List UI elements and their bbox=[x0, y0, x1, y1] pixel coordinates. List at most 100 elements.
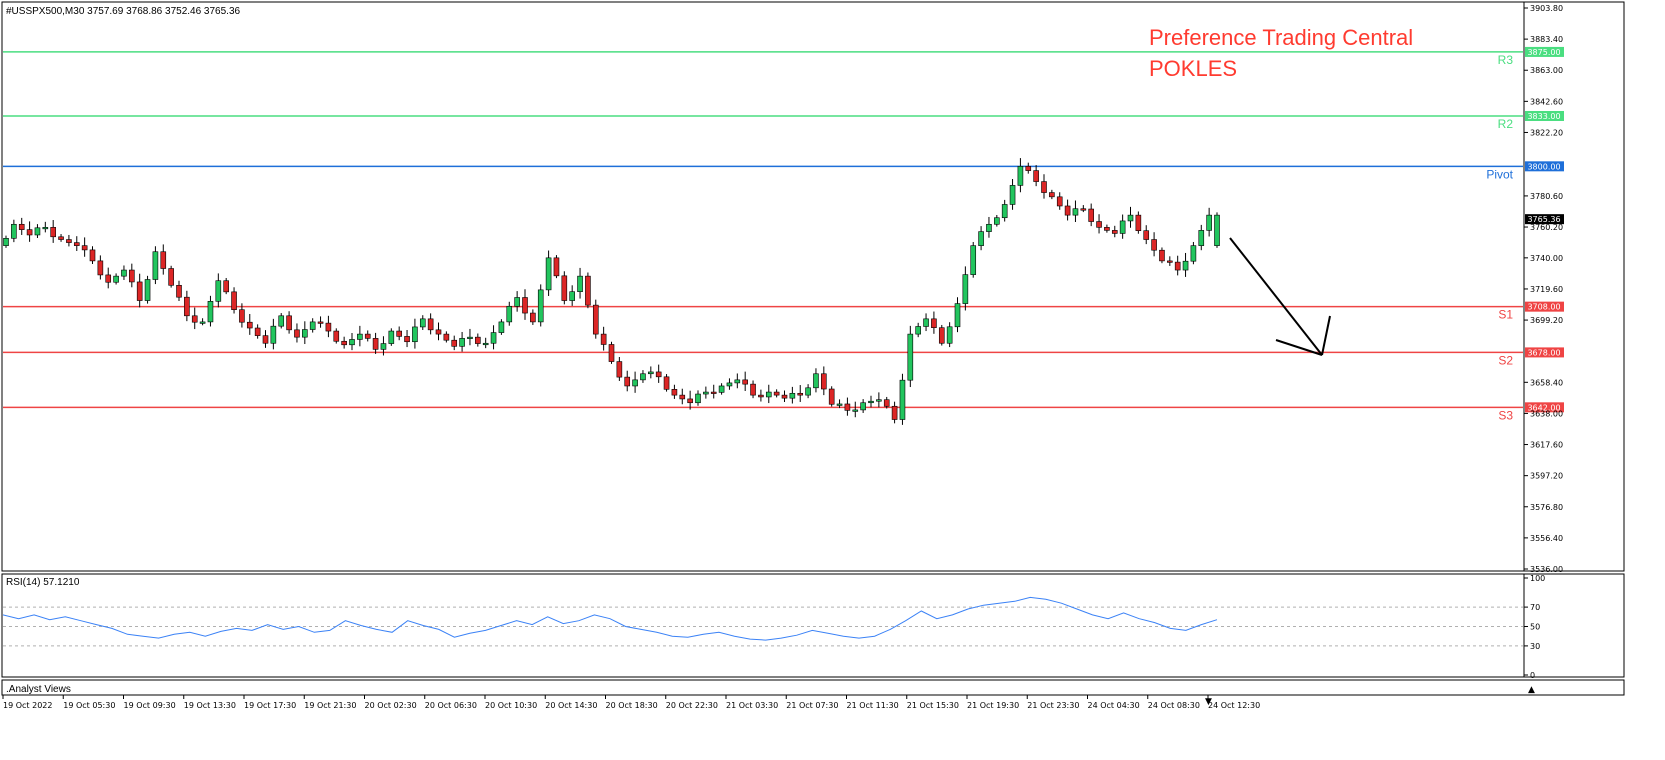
candle-bullish bbox=[734, 379, 741, 384]
candle-bearish bbox=[1080, 208, 1087, 211]
candle-bullish bbox=[632, 379, 638, 387]
price-tick-label: 3638.00 bbox=[1530, 409, 1563, 418]
candle-bearish bbox=[89, 249, 96, 262]
candle-bearish bbox=[1064, 205, 1071, 216]
price-tick-label: 3597.20 bbox=[1530, 472, 1563, 481]
candle-bullish bbox=[970, 245, 977, 275]
time-tick-label: 19 Oct 13:30 bbox=[184, 701, 236, 710]
time-tick-label: 19 Oct 2022 bbox=[3, 701, 52, 710]
rsi-tick-label: 100 bbox=[1530, 574, 1545, 583]
candle-bearish bbox=[797, 392, 804, 396]
candle-bullish bbox=[42, 227, 49, 230]
scale-fix-icon[interactable]: ▲ bbox=[1528, 685, 1535, 695]
candle-bullish bbox=[899, 379, 906, 420]
candle-bullish bbox=[113, 275, 119, 283]
candle-bullish bbox=[923, 318, 929, 327]
time-tick-label: 19 Oct 17:30 bbox=[244, 701, 296, 710]
candle-bullish bbox=[349, 339, 355, 346]
candle-bearish bbox=[530, 312, 536, 323]
rsi-panel-frame[interactable] bbox=[1, 573, 1625, 678]
candle-bearish bbox=[58, 236, 64, 240]
time-tick-label: 20 Oct 14:30 bbox=[545, 701, 597, 710]
candle-bullish bbox=[1017, 166, 1024, 186]
candle-bearish bbox=[317, 321, 324, 324]
candle-bearish bbox=[1104, 227, 1110, 231]
candle-bearish bbox=[844, 403, 851, 411]
candle-bullish bbox=[309, 321, 316, 330]
candle-bearish bbox=[1088, 208, 1094, 222]
candle-bearish bbox=[624, 376, 631, 387]
price-tick-label: 3536.00 bbox=[1530, 565, 1563, 574]
level-label-s1: S1 bbox=[1498, 308, 1513, 322]
candle-bullish bbox=[121, 269, 127, 277]
time-tick-label: 21 Oct 15:30 bbox=[907, 701, 959, 710]
candle-bullish bbox=[207, 301, 214, 323]
candle-bearish bbox=[443, 333, 450, 341]
level-price-tag: 3678.00 bbox=[1527, 348, 1560, 357]
candle-bullish bbox=[380, 343, 387, 350]
price-axis: 3903.80 3883.40 3863.00 3842.60 3822.20 3780.… bbox=[1523, 2, 1564, 574]
time-tick-label: 20 Oct 06:30 bbox=[425, 701, 477, 710]
candle-bullish bbox=[765, 391, 772, 398]
candle-bearish bbox=[1041, 181, 1047, 193]
candle-bullish bbox=[3, 238, 9, 246]
candle-bullish bbox=[946, 326, 953, 344]
candle-bearish bbox=[66, 239, 72, 243]
candle-bearish bbox=[81, 245, 88, 251]
price-tick-label: 3822.20 bbox=[1530, 128, 1563, 137]
candle-bearish bbox=[286, 315, 292, 331]
candle-bearish bbox=[246, 321, 253, 329]
candle-bearish bbox=[129, 269, 135, 283]
time-tick-label: 24 Oct 12:30 bbox=[1208, 701, 1260, 710]
candle-bullish bbox=[388, 330, 395, 344]
candle-bearish bbox=[1025, 166, 1032, 171]
level-price-tag-bg bbox=[1525, 46, 1564, 57]
candle-bearish bbox=[931, 318, 937, 328]
time-tick-label: 20 Oct 22:30 bbox=[666, 701, 718, 710]
candle-bullish bbox=[537, 289, 544, 323]
candle-bullish bbox=[695, 393, 701, 404]
candle-bullish bbox=[1214, 214, 1220, 246]
level-price-tag-bg bbox=[1525, 301, 1564, 312]
candle-bullish bbox=[718, 385, 725, 393]
level-label-r3: R3 bbox=[1498, 53, 1514, 67]
rsi-tick-label: 50 bbox=[1530, 623, 1540, 632]
rsi-line bbox=[2, 596, 1218, 641]
time-tick-label: 20 Oct 02:30 bbox=[365, 701, 417, 710]
forecast-arrow bbox=[1229, 237, 1331, 356]
candle-bullish bbox=[302, 329, 308, 338]
candle-bearish bbox=[758, 394, 764, 398]
time-tick-label: 24 Oct 08:30 bbox=[1148, 701, 1200, 710]
level-price-tag-bg bbox=[1525, 161, 1564, 172]
candle-bearish bbox=[191, 315, 198, 323]
candle-bearish bbox=[1135, 214, 1142, 231]
candle-bearish bbox=[325, 322, 332, 332]
candle-bullish bbox=[640, 373, 646, 381]
rsi-title: RSI(14) 57.1210 bbox=[6, 577, 80, 588]
candle-bearish bbox=[781, 394, 788, 399]
price-tick-label: 3556.40 bbox=[1530, 534, 1563, 543]
candle-bearish bbox=[821, 373, 827, 390]
candle-bearish bbox=[451, 339, 458, 347]
candle-bearish bbox=[883, 399, 890, 407]
price-tick-label: 3760.20 bbox=[1530, 223, 1563, 232]
candle-bearish bbox=[1056, 196, 1063, 207]
time-tick-label: 19 Oct 05:30 bbox=[63, 701, 115, 710]
rsi-series bbox=[2, 596, 1523, 647]
candle-bullish bbox=[357, 333, 363, 340]
candle-bullish bbox=[852, 409, 859, 412]
candle-bullish bbox=[545, 257, 552, 291]
candle-bearish bbox=[97, 260, 104, 276]
price-tick-label: 3576.80 bbox=[1530, 503, 1563, 512]
pivot-levels: R3 3875.00 R2 3833.00 Pivot 3800.00 S1 3708.00 S… bbox=[3, 46, 1564, 422]
main-chart-frame[interactable] bbox=[1, 1, 1625, 572]
candle-bearish bbox=[773, 391, 780, 396]
candle-bearish bbox=[396, 330, 402, 337]
candle-bullish bbox=[860, 402, 866, 411]
chart-shift-icon[interactable]: ▼ bbox=[1205, 697, 1212, 707]
candle-bearish bbox=[105, 274, 112, 283]
candle-bearish bbox=[1167, 260, 1173, 263]
candle-bearish bbox=[561, 275, 568, 301]
time-tick-label: 20 Oct 10:30 bbox=[485, 701, 537, 710]
